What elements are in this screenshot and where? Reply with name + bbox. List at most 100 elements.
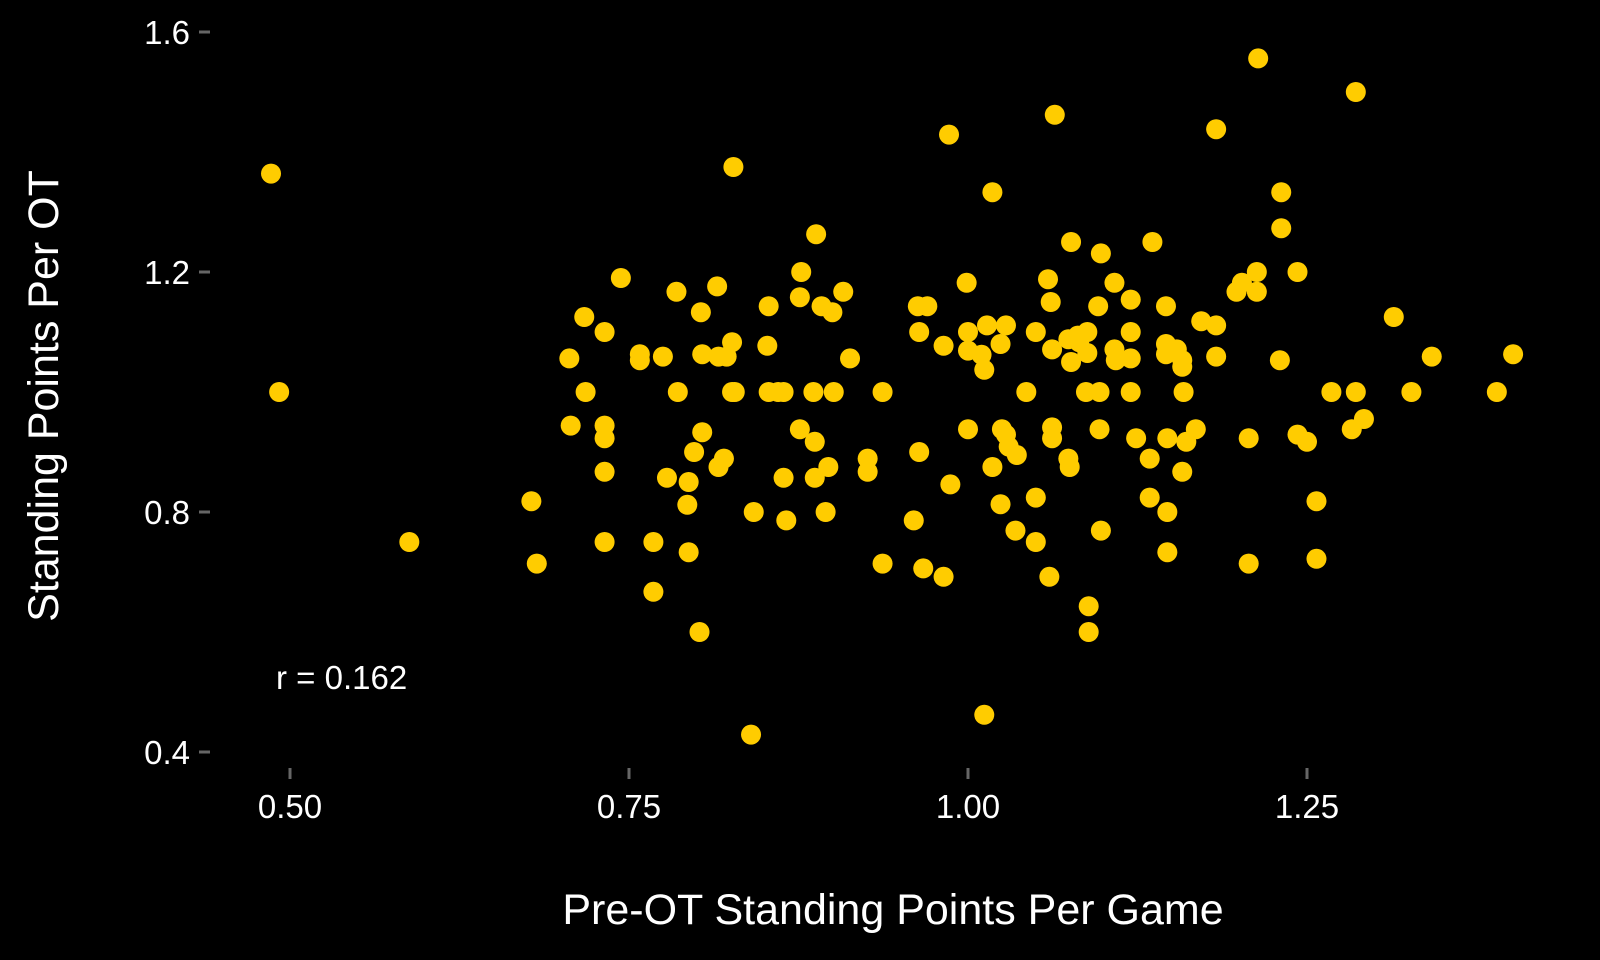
data-point [1157,502,1178,522]
data-point [1104,272,1125,293]
data-point [656,467,677,488]
data-point [789,419,810,440]
data-point [913,558,934,579]
data-point [804,431,825,452]
data-point [743,502,764,522]
data-point [806,224,827,245]
data-point [1089,419,1110,440]
x-axis: 0.50 0.75 1.00 1.25 [258,768,1339,825]
data-point [976,315,997,336]
x-tick-label: 1.25 [1275,788,1339,825]
data-point [1025,322,1046,342]
data-point [1353,409,1374,429]
data-point [1025,532,1046,552]
data-point [857,461,878,482]
data-point [652,346,673,367]
data-point [1061,352,1082,372]
data-point [1345,82,1366,102]
data-point [815,502,836,522]
data-point [1206,346,1227,367]
y-tick-label: 1.6 [144,14,190,51]
data-point [741,724,762,745]
data-point [1005,520,1026,541]
data-point [1157,428,1178,449]
data-point [1172,461,1193,482]
data-point [982,182,1003,203]
data-point [1206,315,1227,336]
data-point [684,442,705,462]
data-point [1206,119,1227,140]
data-point [269,382,290,402]
data-point [1321,382,1342,402]
data-point [933,335,954,356]
data-point [1173,382,1194,402]
correlation-annotation: r = 0.162 [276,659,407,696]
data-point [1306,491,1327,512]
data-point [692,344,713,365]
data-point [1383,307,1404,327]
data-point [909,442,930,462]
data-point [526,553,547,574]
data-point [1077,322,1098,342]
y-tick-label: 1.2 [144,254,190,291]
data-point [803,382,824,402]
data-point [823,382,844,402]
data-point [1120,289,1141,310]
data-point [1271,218,1292,239]
data-point [971,344,992,365]
data-point [610,268,631,288]
data-point [956,272,977,293]
data-point [1120,322,1141,342]
data-point [1231,272,1252,293]
data-point [1078,622,1099,642]
data-point [1238,553,1259,574]
data-point [677,494,698,515]
data-point [1126,428,1147,449]
data-point [643,581,664,602]
data-point [1246,262,1267,282]
data-point [840,348,861,369]
data-point [678,472,699,492]
data-point [773,467,794,488]
data-point [818,457,839,477]
data-point [1486,382,1507,402]
data-point [758,296,779,317]
data-point [1172,356,1193,377]
data-point [1120,382,1141,402]
data-point [261,163,282,184]
data-point [1155,296,1176,317]
y-tick-label: 0.4 [144,734,190,771]
data-point [1038,269,1059,290]
data-point [1401,382,1422,402]
data-point [1059,457,1080,477]
y-tick-label: 0.8 [144,494,190,531]
data-point [804,467,825,488]
data-point [690,302,711,323]
data-point [1088,296,1109,317]
data-point [933,566,954,587]
data-point [903,510,924,531]
data-point [643,532,664,552]
data-point [1077,343,1098,363]
data-point [995,315,1016,336]
data-point [722,332,743,353]
data-point [940,474,961,495]
data-point [1139,487,1160,508]
data-point [789,287,810,308]
data-point [1039,566,1060,587]
data-point [1345,382,1366,402]
data-point [1246,281,1267,302]
data-point [1142,232,1163,252]
data-point [990,494,1011,515]
x-tick-label: 0.75 [597,788,661,825]
data-point [1006,445,1027,465]
data-point [521,491,542,512]
data-point [776,510,797,531]
data-point [1269,350,1290,371]
data-point [594,322,615,342]
data-point [692,422,713,443]
data-point [1297,431,1317,452]
data-point [909,322,930,342]
